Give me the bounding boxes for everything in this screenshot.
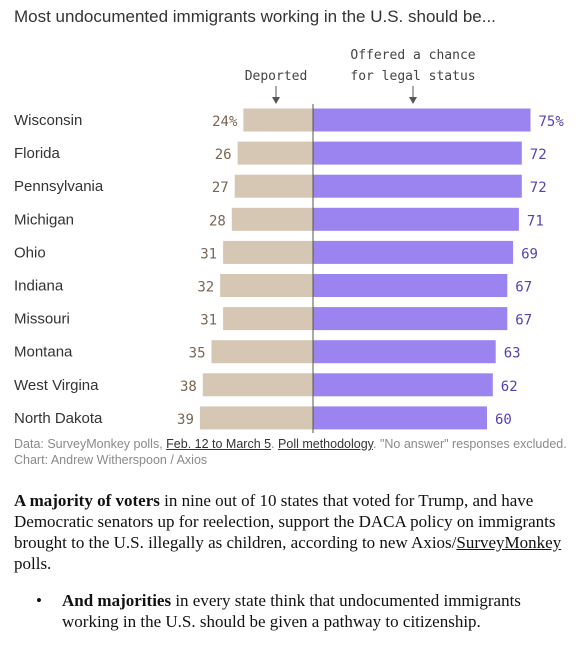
chart: Deported Offered a chance for legal status… (14, 48, 565, 433)
category-label: Missouri (14, 311, 70, 328)
value-label-deported: 35 (189, 346, 206, 362)
source-mid: . (271, 437, 279, 451)
value-label-deported: 24% (212, 114, 238, 130)
value-label-legal: 72 (530, 147, 547, 163)
category-label: West Virgina (14, 377, 99, 394)
bar-deported (231, 207, 313, 231)
value-label-legal: 62 (501, 379, 518, 395)
bar-legal (313, 108, 531, 132)
bullet-marker: • (36, 591, 42, 610)
bar-legal (313, 274, 508, 297)
bar-deported (211, 340, 313, 364)
value-label-legal: 69 (521, 246, 538, 262)
paragraph-text: in nine out of 10 states that voted for … (14, 491, 556, 552)
bar-legal (313, 240, 514, 264)
bullet-body: in every state think that undocumented i… (62, 591, 521, 631)
source-suffix: . "No answer" responses excluded. Chart:… (14, 437, 567, 467)
bar-legal (313, 207, 519, 231)
bar-deported (223, 307, 313, 331)
bar-deported (199, 406, 313, 430)
category-label: Indiana (14, 278, 64, 295)
value-label-deported: 32 (197, 280, 214, 296)
category-label: Wisconsin (14, 112, 82, 129)
legend-legal-line2: for legal status (350, 69, 475, 84)
paragraph-lead: A majority of voters (14, 491, 160, 510)
source-dates-link[interactable]: Feb. 12 to March 5 (166, 437, 272, 451)
bar-legal (313, 373, 493, 397)
bar-deported (220, 274, 313, 297)
value-label-legal: 67 (515, 280, 532, 296)
article-paragraph: A majority of voters in nine out of 10 s… (14, 490, 580, 574)
source-note: Data: SurveyMonkey polls, Feb. 12 to Mar… (14, 436, 574, 468)
bar-legal (313, 174, 522, 198)
value-label-legal: 75% (539, 114, 565, 130)
value-label-deported: 28 (209, 213, 226, 229)
bar-deported (243, 108, 313, 132)
legend-deported-arrow-head (272, 97, 280, 104)
value-label-deported: 31 (200, 246, 217, 262)
category-label: Florida (14, 145, 61, 162)
category-label: North Dakota (14, 410, 103, 427)
bar-deported (202, 373, 313, 397)
value-label-legal: 63 (504, 346, 521, 362)
legend-legal-line1: Offered a chance (350, 48, 475, 63)
category-label: Ohio (14, 244, 46, 261)
value-label-legal: 71 (527, 213, 544, 229)
surveymonkey-link[interactable]: SurveyMonkey (456, 533, 562, 552)
paragraph-text-end: polls. (14, 554, 52, 573)
bar-deported (237, 141, 313, 165)
bullet-text: And majorities in every state think that… (62, 590, 562, 632)
legend-deported: Deported (245, 69, 308, 84)
bar-legal (313, 141, 522, 165)
value-label-deported: 26 (215, 147, 232, 163)
value-label-legal: 72 (530, 180, 547, 196)
bullet-lead: And majorities (62, 591, 172, 610)
value-label-legal: 60 (495, 412, 512, 428)
bar-deported (223, 240, 313, 264)
legend-legal-arrow-head (409, 97, 417, 104)
value-label-deported: 27 (212, 180, 229, 196)
category-label: Michigan (14, 211, 74, 228)
chart-title: Most undocumented immigrants working in … (14, 7, 496, 26)
bar-legal (313, 406, 487, 430)
poll-methodology-link[interactable]: Poll methodology (278, 437, 373, 451)
category-label: Pennsylvania (14, 178, 104, 195)
bar-legal (313, 307, 508, 331)
source-prefix: Data: SurveyMonkey polls, (14, 437, 167, 451)
category-label: Montana (14, 344, 73, 361)
value-label-legal: 67 (515, 313, 532, 329)
value-label-deported: 38 (180, 379, 197, 395)
bar-legal (313, 340, 496, 364)
value-label-deported: 31 (200, 313, 217, 329)
value-label-deported: 39 (177, 412, 194, 428)
bar-deported (234, 174, 313, 198)
